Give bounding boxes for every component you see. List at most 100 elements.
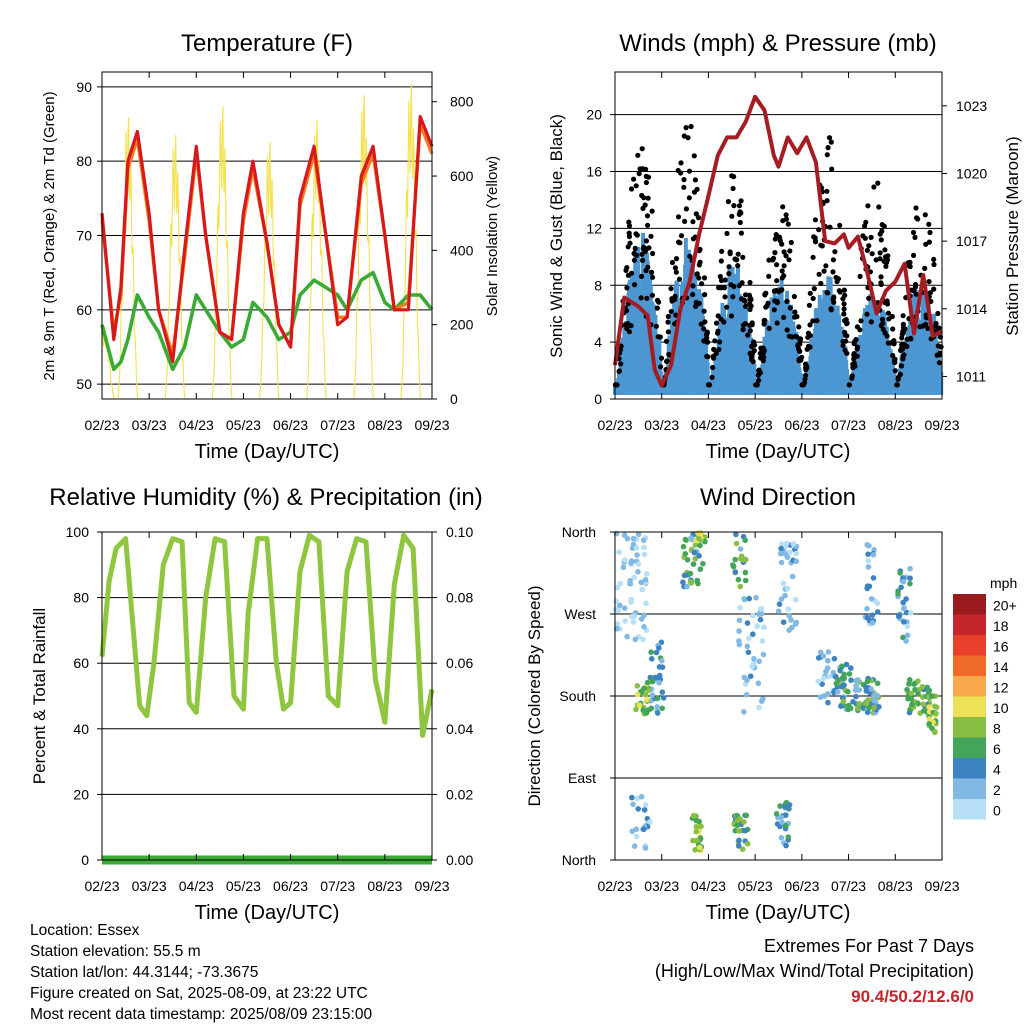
wind-gust-point — [718, 258, 724, 264]
wind-gust-point — [740, 327, 746, 333]
winds-xtick-label: 07/23 — [831, 417, 866, 433]
solar-ytick-label: 800 — [450, 94, 474, 110]
wind-gust-point — [831, 294, 837, 300]
direction-point — [745, 649, 752, 656]
direction-point — [641, 826, 647, 833]
winds-xtick-label: 04/23 — [691, 417, 726, 433]
direction-point — [635, 531, 642, 538]
wind-gust-point — [697, 259, 703, 265]
wind-gust-point — [898, 363, 904, 369]
wind-gust-point — [851, 356, 857, 362]
wind-gust-point — [726, 264, 732, 270]
direction-scatter — [612, 530, 940, 854]
wind-gust-point — [673, 269, 679, 275]
wind-gust-point — [701, 308, 707, 314]
wind-gust-point — [824, 198, 830, 204]
wind-gust-point — [828, 307, 834, 313]
direction-point — [871, 704, 877, 711]
wind-gust-point — [735, 251, 741, 257]
direction-point — [864, 709, 871, 716]
direction-point — [622, 557, 628, 563]
direction-point — [630, 619, 637, 625]
humidity-ytick-label: 80 — [73, 590, 89, 606]
wind-gust-point — [716, 346, 722, 353]
wind-gust-point — [624, 285, 630, 291]
direction-x-axis-label: Time (Day/UTC) — [706, 902, 851, 924]
extremes-title: Extremes For Past 7 Days — [763, 936, 974, 956]
wind-gust-point — [862, 235, 868, 241]
direction-point — [758, 605, 765, 612]
wind-gust-point — [816, 271, 822, 277]
precip-ytick-label: 0.00 — [446, 852, 473, 868]
direction-point — [933, 704, 940, 711]
wind-gust-point — [645, 195, 651, 201]
humidity-ytick-label: 40 — [73, 721, 89, 737]
direction-point — [790, 541, 797, 547]
direction-point — [645, 687, 652, 693]
direction-point — [737, 546, 744, 552]
wind-gust-point — [880, 326, 886, 332]
wind-gust-point — [736, 203, 743, 209]
humidity-xtick-label: 03/23 — [132, 878, 167, 894]
wind-gust-point — [631, 176, 637, 182]
wind-gust-point — [658, 355, 665, 361]
wind-gust-point — [772, 298, 778, 304]
temperature-ytick-label: 50 — [76, 376, 92, 392]
temperature-xtick-label: 03/23 — [132, 417, 167, 433]
speed-legend-label: 12 — [993, 680, 1009, 696]
direction-point — [741, 709, 747, 715]
direction-point — [700, 560, 706, 567]
direction-point — [825, 657, 831, 664]
direction-point — [634, 552, 640, 558]
wind-gust-point — [811, 286, 817, 292]
wind-gust-point — [747, 279, 753, 286]
direction-y-axis-label: Direction (Colored By Speed) — [525, 585, 544, 806]
wind-gust-point — [766, 273, 772, 279]
direction-point — [643, 600, 649, 606]
direction-point — [865, 564, 872, 570]
solar-insolation-line — [306, 120, 327, 400]
wind-gust-point — [899, 331, 905, 337]
direction-point — [789, 573, 796, 580]
wind-gust-point — [713, 320, 720, 326]
wind-gust-point — [655, 334, 661, 340]
wind-gust-point — [757, 370, 763, 376]
wind-gust-point — [830, 257, 837, 263]
direction-point — [760, 696, 766, 702]
wind-gust-point — [802, 361, 809, 367]
direction-ytick-label: East — [568, 770, 596, 786]
wind-gust-point — [762, 291, 768, 297]
direction-point — [732, 556, 738, 563]
wind-gust-point — [698, 321, 704, 327]
direction-xtick-label: 04/23 — [691, 878, 726, 894]
elevation-text: Station elevation: 55.5 m — [30, 943, 201, 960]
wind-gust-point — [738, 210, 744, 216]
direction-point — [653, 649, 660, 656]
wind-gust-point — [888, 340, 894, 346]
wind-gust-point — [758, 345, 764, 351]
solar-ytick-label: 400 — [450, 242, 474, 258]
wind-gust-point — [751, 339, 757, 345]
solar-insolation-line — [400, 84, 422, 400]
direction-point — [778, 596, 785, 602]
speed-legend-label: 6 — [993, 741, 1001, 757]
direction-point — [912, 686, 918, 693]
precip-ytick-label: 0.08 — [446, 590, 473, 606]
wind-gust-point — [747, 296, 753, 302]
direction-point — [737, 583, 744, 590]
direction-point — [775, 608, 782, 614]
direction-point — [838, 703, 844, 709]
wind-gust-point — [665, 319, 671, 325]
direction-point — [753, 594, 759, 601]
direction-point — [864, 605, 870, 612]
wind-gust-point — [828, 139, 834, 145]
wind-gust-point — [683, 206, 690, 212]
wind-gust-point — [678, 233, 685, 239]
winds-xtick-label: 06/23 — [784, 417, 819, 433]
direction-point — [641, 807, 648, 813]
direction-point — [692, 847, 698, 853]
winds-ytick-label: 4 — [594, 334, 602, 350]
temperature-xtick-label: 04/23 — [179, 417, 214, 433]
temperature-xtick-label: 08/23 — [367, 417, 402, 433]
temperature-line-0 — [100, 115, 434, 364]
